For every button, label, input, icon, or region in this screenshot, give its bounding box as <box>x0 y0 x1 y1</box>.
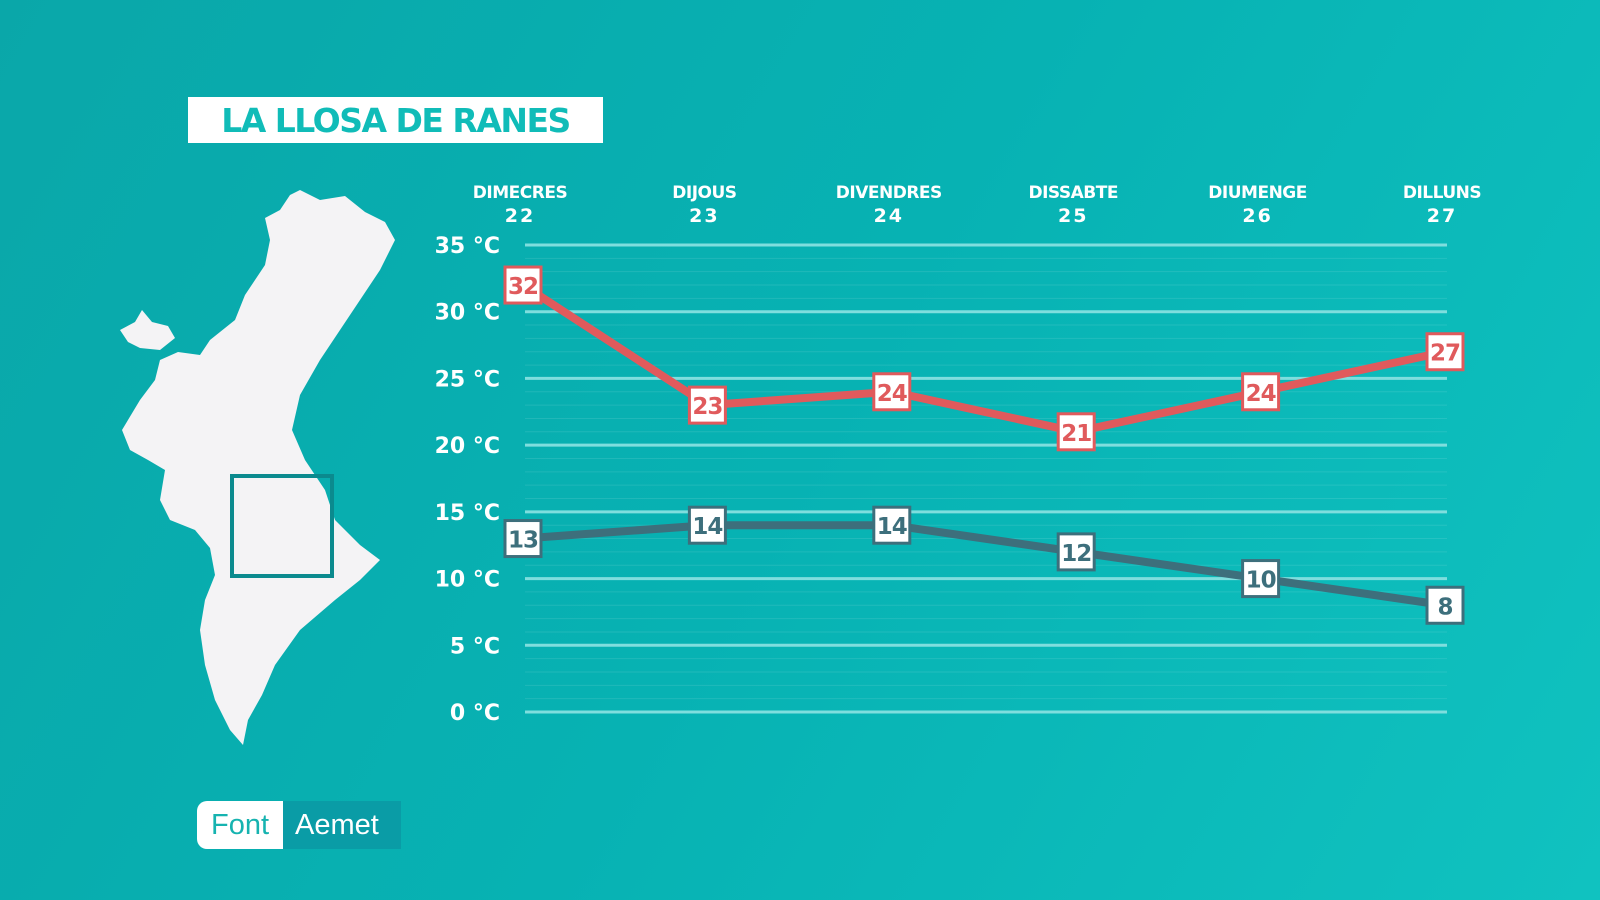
x-day-label: DIVENDRES <box>836 183 942 203</box>
x-date-label: 24 <box>874 205 904 227</box>
data-label-max: 24 <box>1241 372 1281 412</box>
data-value: 32 <box>508 274 538 300</box>
data-point-max <box>1241 372 1281 412</box>
source-value: Aemet <box>283 801 401 849</box>
y-tick-label: 30 °C <box>435 301 500 326</box>
x-day-label: DIUMENGE <box>1208 183 1307 203</box>
data-point-max <box>872 372 912 412</box>
data-label-min: 12 <box>1056 532 1096 572</box>
y-tick-label: 5 °C <box>450 634 500 659</box>
y-tick-label: 35 °C <box>435 234 500 259</box>
data-point-min <box>1241 559 1281 599</box>
data-label-max: 24 <box>872 372 912 412</box>
rincon-ademuz-shape <box>120 310 175 350</box>
location-title: LA LLOSA DE RANES <box>188 97 603 143</box>
y-tick-label: 0 °C <box>450 701 500 726</box>
x-date-label: 27 <box>1427 205 1457 227</box>
data-value: 14 <box>877 514 907 540</box>
data-point-max <box>687 385 727 425</box>
data-label-min: 8 <box>1425 585 1465 625</box>
x-day-label: DISSABTE <box>1028 183 1117 203</box>
source-label: Font <box>197 801 284 849</box>
data-point-min <box>1056 532 1096 572</box>
data-value: 23 <box>692 394 722 420</box>
data-label-max: 27 <box>1425 332 1465 372</box>
valencia-region-shape <box>122 190 395 745</box>
data-label-min: 14 <box>687 505 727 545</box>
data-value: 21 <box>1061 421 1091 447</box>
data-point-min <box>872 505 912 545</box>
location-title-text: LA LLOSA DE RANES <box>221 100 571 140</box>
data-value: 13 <box>508 528 538 554</box>
x-date-label: 22 <box>505 205 535 227</box>
data-point-min <box>687 505 727 545</box>
y-tick-label: 10 °C <box>435 568 500 593</box>
x-date-label: 26 <box>1242 205 1272 227</box>
y-tick-label: 25 °C <box>435 367 500 392</box>
series-line-max <box>520 281 1446 436</box>
series-line-min <box>522 521 1446 610</box>
x-date-label: 25 <box>1058 205 1088 227</box>
source-badge: Font Aemet <box>197 801 401 849</box>
y-tick-label: 15 °C <box>435 501 500 526</box>
data-label-min: 14 <box>872 505 912 545</box>
data-value: 8 <box>1437 594 1452 620</box>
data-point-max <box>1425 332 1465 372</box>
x-day-label: DIJOUS <box>672 183 736 203</box>
data-point-min <box>1425 585 1465 625</box>
region-map <box>120 190 395 745</box>
data-point-max <box>503 265 543 305</box>
data-value: 27 <box>1430 341 1460 367</box>
data-label-min: 10 <box>1241 559 1281 599</box>
data-label-max: 21 <box>1056 412 1096 452</box>
y-tick-label: 20 °C <box>435 434 500 459</box>
location-highlight-box <box>230 474 334 578</box>
data-label-max: 32 <box>503 265 543 305</box>
data-point-max <box>1056 412 1096 452</box>
data-label-max: 23 <box>687 385 727 425</box>
x-date-label: 23 <box>689 205 719 227</box>
data-value: 14 <box>692 514 722 540</box>
x-day-label: DILLUNS <box>1403 183 1481 203</box>
x-day-label: DIMECRES <box>473 183 567 203</box>
data-label-min: 13 <box>503 519 543 559</box>
data-value: 10 <box>1246 568 1276 594</box>
data-point-min <box>503 519 543 559</box>
data-value: 24 <box>877 381 907 407</box>
data-value: 12 <box>1061 541 1091 567</box>
data-value: 24 <box>1246 381 1276 407</box>
